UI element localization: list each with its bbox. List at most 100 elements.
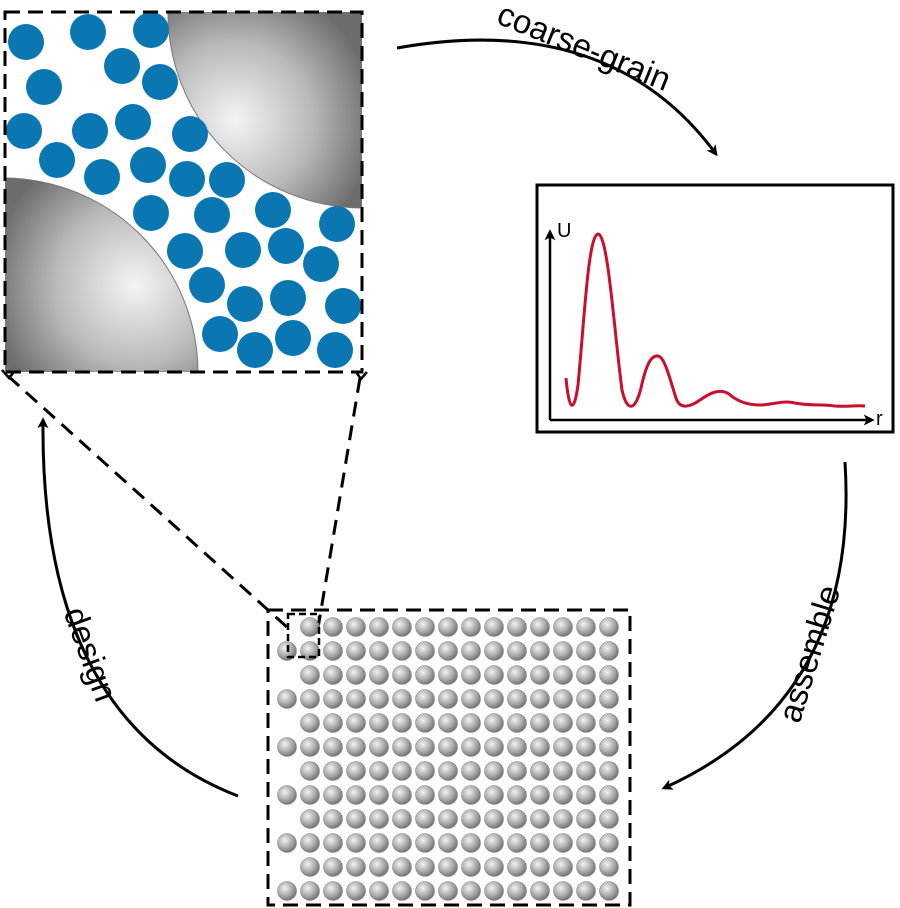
solvent-particle bbox=[115, 104, 151, 140]
colloid-particle bbox=[484, 737, 504, 757]
colloid-particle bbox=[300, 761, 320, 781]
solvent-particle bbox=[130, 147, 166, 183]
colloid-particle bbox=[530, 617, 550, 637]
design-arrow bbox=[37, 417, 239, 798]
colloid-particle bbox=[392, 809, 412, 829]
solvent-particle bbox=[167, 233, 203, 269]
colloid-particle bbox=[530, 713, 550, 733]
colloid-particle bbox=[323, 809, 343, 829]
colloid-particle bbox=[507, 737, 527, 757]
zoomed-region-frame bbox=[3, 10, 364, 374]
colloid-particle bbox=[438, 617, 458, 637]
colloid-particle bbox=[530, 641, 550, 661]
colloid-particle bbox=[369, 833, 389, 853]
colloid-particle bbox=[323, 737, 343, 757]
colloid-particle bbox=[300, 737, 320, 757]
colloid-particle bbox=[415, 665, 435, 685]
assemble-arrow bbox=[661, 461, 848, 790]
solvent-particle bbox=[6, 113, 42, 149]
solvent-particle bbox=[84, 159, 120, 195]
colloid-particle bbox=[461, 881, 481, 901]
solvent-particle bbox=[268, 228, 304, 264]
colloid-particle bbox=[415, 713, 435, 733]
colloid-particle bbox=[346, 617, 366, 637]
solvent-particle bbox=[104, 48, 140, 84]
colloid-particle bbox=[392, 857, 412, 877]
colloid-quarter-bottom-left bbox=[5, 177, 199, 372]
solvent-particle bbox=[72, 113, 108, 149]
colloid-particle bbox=[438, 689, 458, 709]
solvent-particle bbox=[70, 14, 106, 50]
colloid-particle bbox=[530, 689, 550, 709]
colloid-particle bbox=[599, 689, 619, 709]
colloid-particle bbox=[392, 761, 412, 781]
colloid-particle bbox=[438, 665, 458, 685]
colloid-particle bbox=[323, 665, 343, 685]
colloid-particle bbox=[438, 761, 458, 781]
colloid-particle bbox=[484, 689, 504, 709]
colloid-particle bbox=[599, 785, 619, 805]
colloid-particle bbox=[438, 641, 458, 661]
colloid-particle bbox=[507, 641, 527, 661]
colloid-particle bbox=[599, 713, 619, 733]
colloid-particle bbox=[553, 785, 573, 805]
colloid-particle bbox=[553, 833, 573, 853]
colloid-particle bbox=[369, 689, 389, 709]
colloid-particle bbox=[300, 785, 320, 805]
solvent-particle bbox=[237, 332, 273, 368]
colloid-particle bbox=[277, 833, 297, 853]
colloid-particle bbox=[438, 785, 458, 805]
colloid-particle bbox=[576, 833, 596, 853]
zoom-connectors bbox=[1, 369, 368, 630]
coarse-grain-label: coarse-grain bbox=[492, 0, 676, 98]
colloid-particle bbox=[599, 761, 619, 781]
colloid-particle bbox=[576, 737, 596, 757]
colloid-particle bbox=[599, 665, 619, 685]
colloid-particle bbox=[507, 713, 527, 733]
colloid-particle bbox=[461, 617, 481, 637]
solvent-particle bbox=[194, 197, 230, 233]
colloid-particle bbox=[369, 641, 389, 661]
colloid-particle bbox=[346, 737, 366, 757]
colloid-particle bbox=[599, 737, 619, 757]
colloid-particle bbox=[277, 785, 297, 805]
colloid-particle bbox=[438, 737, 458, 757]
colloid-particle bbox=[553, 713, 573, 733]
colloid-particle bbox=[300, 881, 320, 901]
colloid-particle bbox=[553, 737, 573, 757]
colloid-particle bbox=[415, 833, 435, 853]
colloid-particle bbox=[277, 689, 297, 709]
colloid-particle bbox=[553, 809, 573, 829]
colloid-particle bbox=[415, 761, 435, 781]
colloid-particle bbox=[392, 881, 412, 901]
colloid-particle bbox=[484, 881, 504, 901]
colloid-particle bbox=[415, 881, 435, 901]
colloid-particle bbox=[277, 881, 297, 901]
potential-plot-panel: U r bbox=[535, 183, 895, 434]
colloid-particle bbox=[300, 665, 320, 685]
colloid-particle bbox=[553, 857, 573, 877]
solvent-particle bbox=[319, 206, 355, 242]
solvent-particle bbox=[270, 280, 306, 316]
colloid-particle bbox=[346, 881, 366, 901]
colloid-particle bbox=[323, 881, 343, 901]
colloid-particle bbox=[553, 761, 573, 781]
zoom-line-left bbox=[6, 374, 290, 630]
colloid-particle bbox=[507, 785, 527, 805]
solvent-particle bbox=[39, 142, 75, 178]
colloid-particle bbox=[300, 857, 320, 877]
colloid-particle bbox=[484, 785, 504, 805]
colloid-particle bbox=[599, 833, 619, 853]
colloid-particle bbox=[576, 617, 596, 637]
solvent-particle bbox=[225, 232, 261, 268]
colloid-particle bbox=[346, 713, 366, 733]
colloid-particle bbox=[300, 713, 320, 733]
colloid-particle bbox=[346, 689, 366, 709]
colloid-particle bbox=[576, 761, 596, 781]
colloid-particle bbox=[323, 689, 343, 709]
colloid-particle bbox=[461, 665, 481, 685]
colloid-particle bbox=[530, 857, 550, 877]
colloid-particle bbox=[461, 785, 481, 805]
colloid-particle bbox=[576, 665, 596, 685]
